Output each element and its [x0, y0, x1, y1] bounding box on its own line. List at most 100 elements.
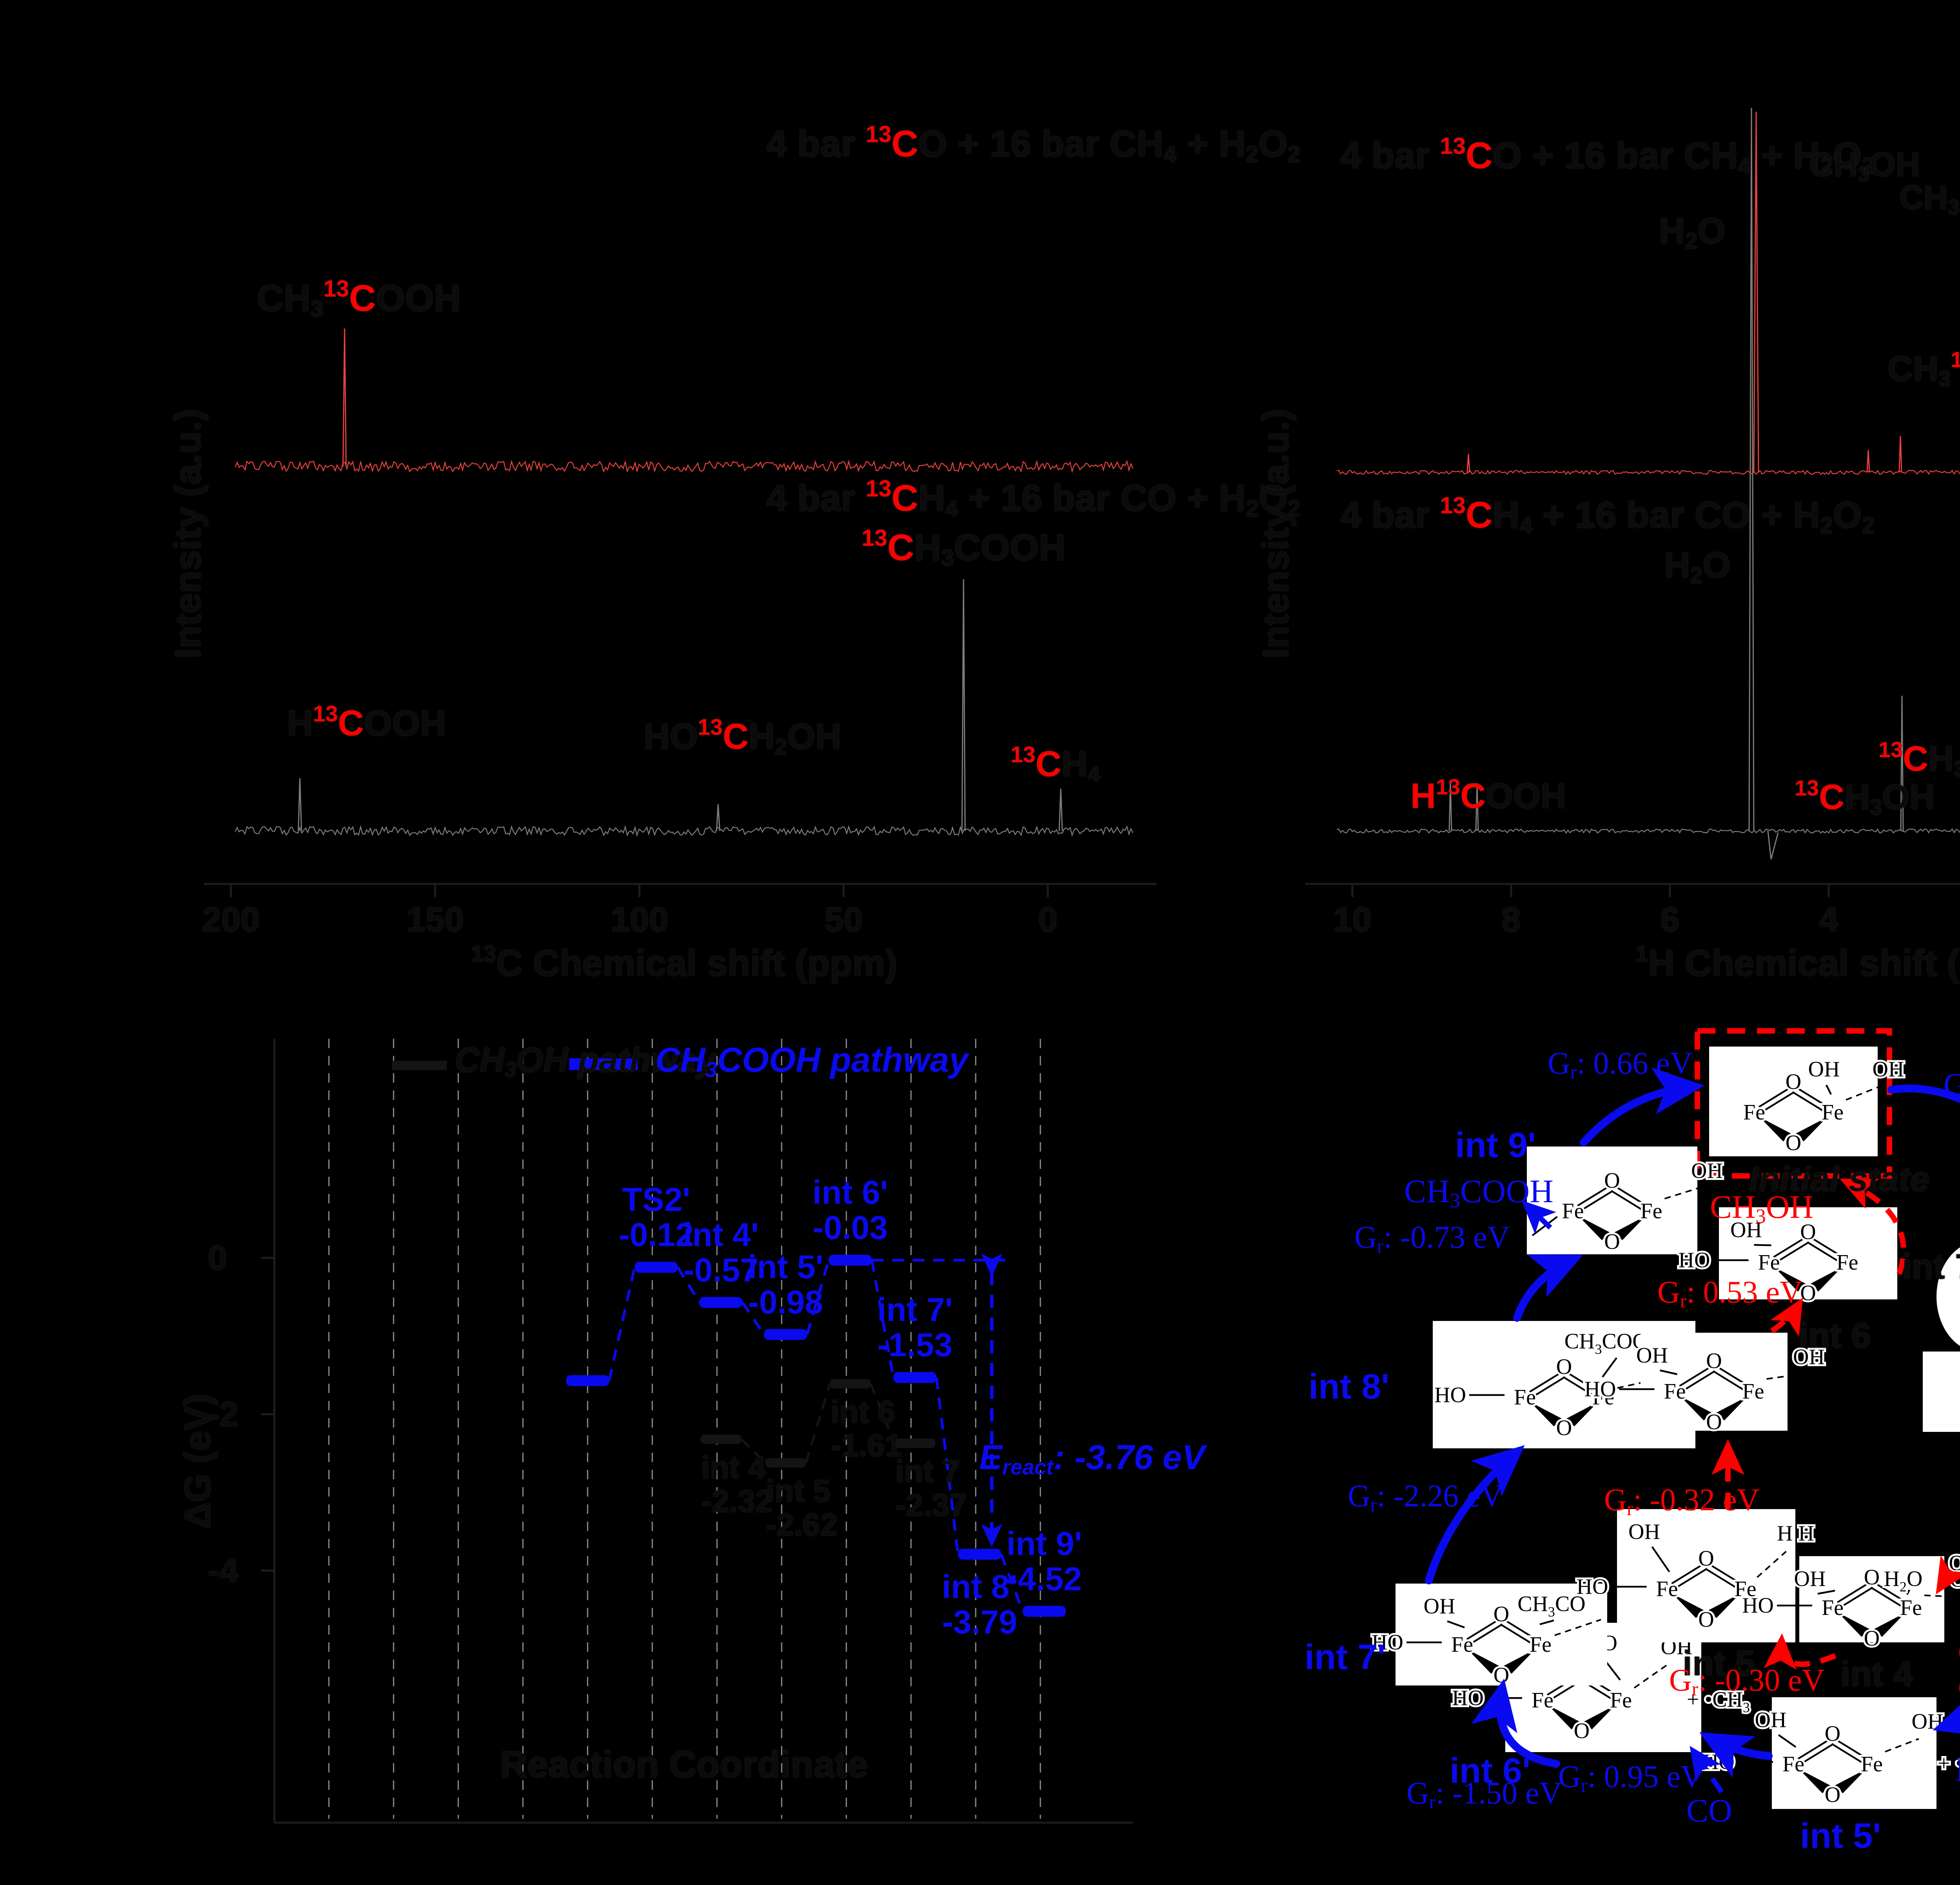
node-label-int6i: int 6 — [1798, 1316, 1871, 1355]
node-int4i: FeFeOOHOOHH2OOH — [1740, 1556, 1960, 1653]
blue-level-name: int 5' — [748, 1248, 824, 1285]
panel-b-red-trace-peak — [1753, 111, 1759, 473]
blue-level-int 9' — [1023, 1606, 1066, 1617]
blue-level-int 5' — [764, 1329, 807, 1340]
panel-b-red-trace-peak — [1898, 435, 1902, 473]
gr-053: Gr: 0.53 eV — [1657, 1275, 1802, 1312]
blue-level-value: -1.53 — [877, 1326, 953, 1364]
panel-b-gray-trace-peak — [1448, 783, 1452, 831]
node-int6i: Fe Fe O O HO OH OH — [1583, 1333, 1827, 1436]
svg-text:O: O — [1786, 1070, 1801, 1094]
black-level-int 6 — [830, 1379, 871, 1389]
svg-text:Fe: Fe — [1530, 1633, 1552, 1657]
blue-level-name: int 6' — [812, 1174, 888, 1211]
blue-level-name: int 4' — [683, 1216, 759, 1253]
ch3cooh-blue: CH3COOH — [1404, 1173, 1553, 1212]
panel-a-gray-trace-peak — [1058, 788, 1063, 831]
svg-text:CH3COOH: CH3COOH — [1564, 1329, 1664, 1357]
blue-level-value: -4.52 — [1007, 1560, 1082, 1597]
blue-level-value: -0.98 — [748, 1283, 823, 1321]
blue-level-name: int 9' — [1006, 1525, 1082, 1562]
node-label-int9p: int 9' — [1455, 1126, 1536, 1165]
svg-text:O: O — [1825, 1722, 1840, 1746]
svg-text:OH: OH — [1424, 1594, 1455, 1618]
svg-text:Fe: Fe — [1837, 1250, 1858, 1275]
blue-cycle-arrow — [1699, 1732, 1773, 1778]
panel-a-tick-200: 200 — [202, 900, 260, 939]
exp-label-13co: 4 bar 13CO + 16 bar CH4 + H2O2 — [1341, 133, 1875, 179]
black-level-label: int 7 — [895, 1453, 960, 1489]
black-level-value: -2.62 — [766, 1507, 838, 1542]
panel-b-gray-trace-peak — [1748, 107, 1755, 831]
svg-text:O: O — [1825, 1783, 1840, 1807]
panel-a-gray-trace-peak — [298, 778, 302, 831]
blue-level-value: -0.12 — [619, 1216, 694, 1253]
blue-level-value: -0.03 — [813, 1209, 888, 1246]
panel-a-red-trace — [234, 328, 1134, 474]
svg-text:O: O — [1786, 1131, 1801, 1155]
panel-a-red-trace-peak — [342, 328, 347, 467]
gr-m032: Gr: -0.32 eV — [1604, 1483, 1760, 1520]
gr-095: Gr: 0.95 eV — [1558, 1760, 1703, 1796]
svg-text:Fe: Fe — [1532, 1688, 1553, 1713]
gr-m062: Gr: -0.62 eV — [1944, 1067, 1960, 1102]
blue-level-name: int 7' — [877, 1291, 953, 1328]
panel-d-catalytic-cycle: FeFeOOOHOHFeFeOOOHOHH2O2FeFeOOHOOHOHOHFe… — [1370, 1028, 1960, 1809]
peak-13ch4: 13CH4 — [1011, 742, 1100, 787]
svg-text:Fe: Fe — [1562, 1199, 1584, 1223]
svg-text:O: O — [1604, 1168, 1620, 1193]
svg-text:Fe: Fe — [1758, 1250, 1780, 1275]
panel-b-tick-4: 4 — [1819, 900, 1838, 939]
panel-c-ytick--2: -2 — [208, 1395, 239, 1433]
blue-level-name: TS2' — [622, 1181, 691, 1218]
blue-cycle-arrow — [1887, 1084, 1960, 1103]
black-level-label: int 4 — [701, 1450, 766, 1485]
peak-ch3-13cooh: CH313COOH — [257, 276, 461, 322]
svg-text:Fe: Fe — [1742, 1379, 1764, 1404]
svg-text:O: O — [1706, 1410, 1722, 1434]
panel-b-ylabel: Intensity (a.u.) — [1255, 408, 1296, 659]
panel-c-xlabel: Reaction Coordinate — [500, 1743, 868, 1785]
svg-text:O: O — [1864, 1565, 1880, 1589]
co-blue: CO — [1686, 1792, 1732, 1829]
exp-label-13ch4: 4 bar 13CH4 + 16 bar CO + H2O2 — [1341, 493, 1875, 539]
peak-13ch3cooh: 13CH3COOH — [862, 525, 1066, 571]
node-int5i: Fe Fe O O HO OH H H — [1575, 1509, 1816, 1642]
blue-level-int 3' — [566, 1375, 609, 1386]
exp-label-13co: 4 bar 13CO + 16 bar CH4 + H2O2 — [766, 122, 1301, 167]
panel-b-gray-trace-peak — [1475, 783, 1479, 831]
svg-text:OH: OH — [1636, 1343, 1668, 1368]
red-dashed-arrow — [1840, 1179, 1906, 1275]
svg-text:Fe: Fe — [1743, 1100, 1765, 1125]
ga-239: Ga: 2.39 eV — [1958, 1671, 1960, 1704]
sat-13ch3cooh: 13CH3COOH — [1878, 737, 1960, 781]
peak-ho13ch2oh: HO13CH2OH — [644, 715, 842, 760]
node-label-int5p: int 5' — [1800, 1816, 1881, 1856]
svg-text:O: O — [1556, 1416, 1572, 1440]
h2o-label-gray: H2O — [1664, 545, 1731, 588]
svg-text:HO: HO — [1742, 1593, 1774, 1618]
panel-b-gray-trace — [1336, 107, 1960, 860]
node-label-int7i: int 7 — [1902, 1247, 1960, 1286]
svg-text:O: O — [1698, 1607, 1714, 1632]
blank-ellipse — [1936, 1247, 1960, 1346]
h2o-blue: H2O — [1955, 1753, 1960, 1787]
blue-level-value: -3.79 — [942, 1604, 1017, 1641]
blue-level-int 6' — [829, 1254, 872, 1266]
panel-c-ytick-0: 0 — [208, 1238, 227, 1277]
node-initial: Fe Fe O O OH OH — [1695, 1028, 1906, 1179]
gr-m177: Gr: -1.77 eV — [1958, 1636, 1960, 1669]
ch3oh-red: CH3OH — [1710, 1189, 1814, 1228]
blue-cycle-arrow — [1471, 1678, 1560, 1768]
blue-level-int 4' — [699, 1297, 742, 1308]
svg-text:O: O — [1800, 1220, 1816, 1244]
svg-text:O: O — [1706, 1349, 1722, 1373]
svg-text:O: O — [1864, 1626, 1880, 1651]
black-level-int 7 — [895, 1438, 935, 1448]
blue-level-int 8' — [958, 1549, 1001, 1560]
blue-dashed-arrow — [1690, 1746, 1724, 1794]
initial-state-caption: Initial state — [1749, 1159, 1929, 1198]
